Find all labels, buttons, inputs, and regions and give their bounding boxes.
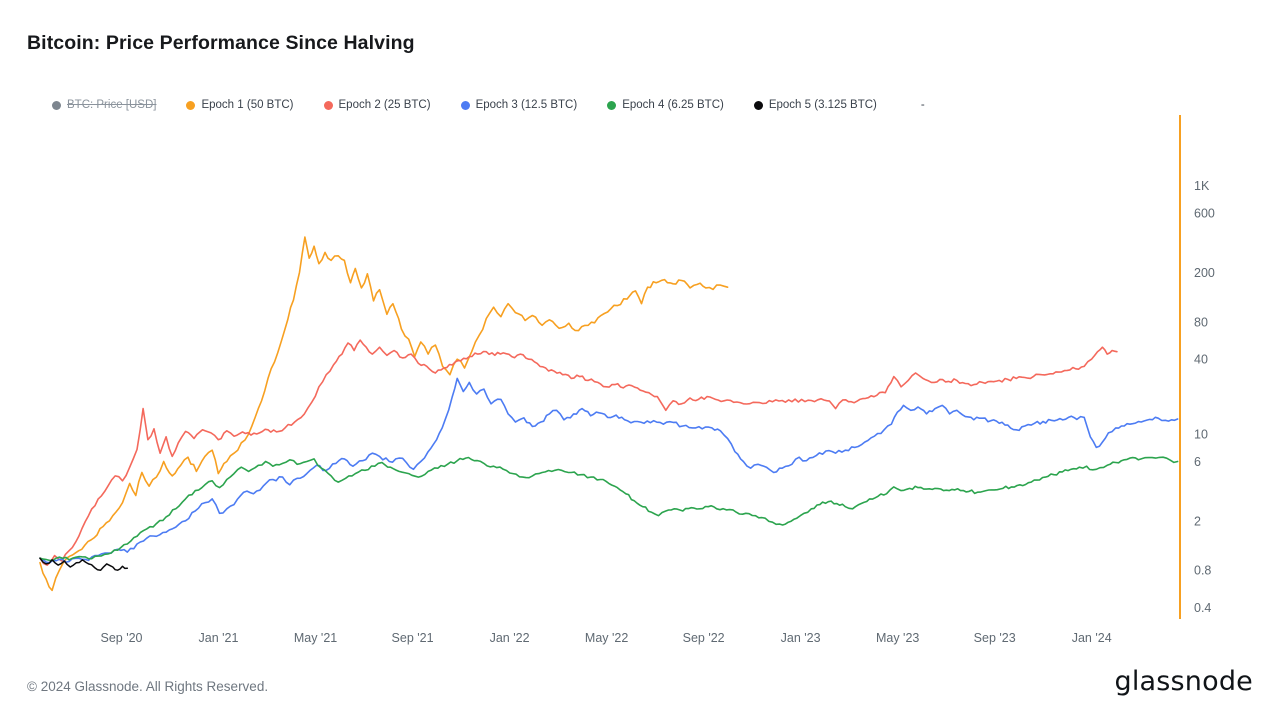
legend-item-epoch-4-6.25-btc[interactable]: Epoch 4 (6.25 BTC) xyxy=(607,99,724,111)
legend-item-dash[interactable]: - xyxy=(921,99,925,111)
series-line-epoch-3-12.5-btc xyxy=(39,377,1179,564)
legend-item-epoch-3-12.5-btc[interactable]: Epoch 3 (12.5 BTC) xyxy=(460,99,578,111)
x-tick-label: May '22 xyxy=(585,631,628,645)
legend-label: Epoch 3 (12.5 BTC) xyxy=(475,99,578,111)
chart-legend: BTC: Price [USD] Epoch 1 (50 BTC) Epoch 2 … xyxy=(52,99,955,111)
x-tick-label: May '21 xyxy=(294,631,337,645)
series-line-epoch-1-50-btc xyxy=(39,236,729,592)
x-tick-label: Jan '22 xyxy=(490,631,530,645)
legend-item-epoch-2-25-btc[interactable]: Epoch 2 (25 BTC) xyxy=(323,99,431,111)
y-tick-label: 200 xyxy=(1194,266,1215,280)
legend-marker-icon xyxy=(52,100,61,110)
legend-item-btc-price-usd[interactable]: BTC: Price [USD] xyxy=(52,99,156,111)
y-tick-label: 2 xyxy=(1194,514,1201,528)
x-tick-label: Jan '21 xyxy=(199,631,239,645)
y-tick-label: 0.4 xyxy=(1194,601,1211,615)
x-tick-label: Jan '24 xyxy=(1072,631,1112,645)
y-tick-label: 80 xyxy=(1194,315,1208,329)
y-tick-label: 6 xyxy=(1194,455,1201,469)
y-tick-label: 600 xyxy=(1194,207,1215,221)
legend-item-epoch-1-50-btc[interactable]: Epoch 1 (50 BTC) xyxy=(186,99,294,111)
legend-item-epoch-5-3.125-btc[interactable]: Epoch 5 (3.125 BTC) xyxy=(753,99,877,111)
glassnode-logo: glassnode xyxy=(1114,666,1253,697)
x-tick-label: Sep '20 xyxy=(100,631,142,645)
y-tick-label: 1K xyxy=(1194,179,1210,193)
copyright-text: © 2024 Glassnode. All Rights Reserved. xyxy=(27,679,269,694)
y-tick-label: 10 xyxy=(1194,427,1208,441)
legend-marker-icon xyxy=(607,100,617,110)
series-line-epoch-4-6.25-btc xyxy=(39,456,1179,562)
series-line-epoch-5-3.125-btc xyxy=(39,557,129,571)
legend-marker-icon xyxy=(323,100,333,110)
chart-title: Bitcoin: Price Performance Since Halving xyxy=(27,32,415,54)
x-tick-label: May '23 xyxy=(876,631,919,645)
x-tick-label: Jan '23 xyxy=(781,631,821,645)
y-tick-label: 0.8 xyxy=(1194,564,1211,578)
legend-label: BTC: Price [USD] xyxy=(67,99,157,111)
legend-marker-icon xyxy=(460,100,470,110)
y-tick-label: 40 xyxy=(1194,353,1208,367)
legend-label: Epoch 1 (50 BTC) xyxy=(201,99,294,111)
series-line-epoch-2-25-btc xyxy=(39,339,1118,566)
legend-label: Epoch 2 (25 BTC) xyxy=(338,99,431,111)
legend-marker-icon xyxy=(186,100,196,110)
legend-label: - xyxy=(920,99,925,111)
x-tick-label: Sep '23 xyxy=(974,631,1016,645)
x-tick-label: Sep '21 xyxy=(392,631,434,645)
legend-marker-icon xyxy=(753,100,763,110)
x-tick-label: Sep '22 xyxy=(683,631,725,645)
legend-label: Epoch 5 (3.125 BTC) xyxy=(768,99,877,111)
legend-label: Epoch 4 (6.25 BTC) xyxy=(622,99,724,111)
